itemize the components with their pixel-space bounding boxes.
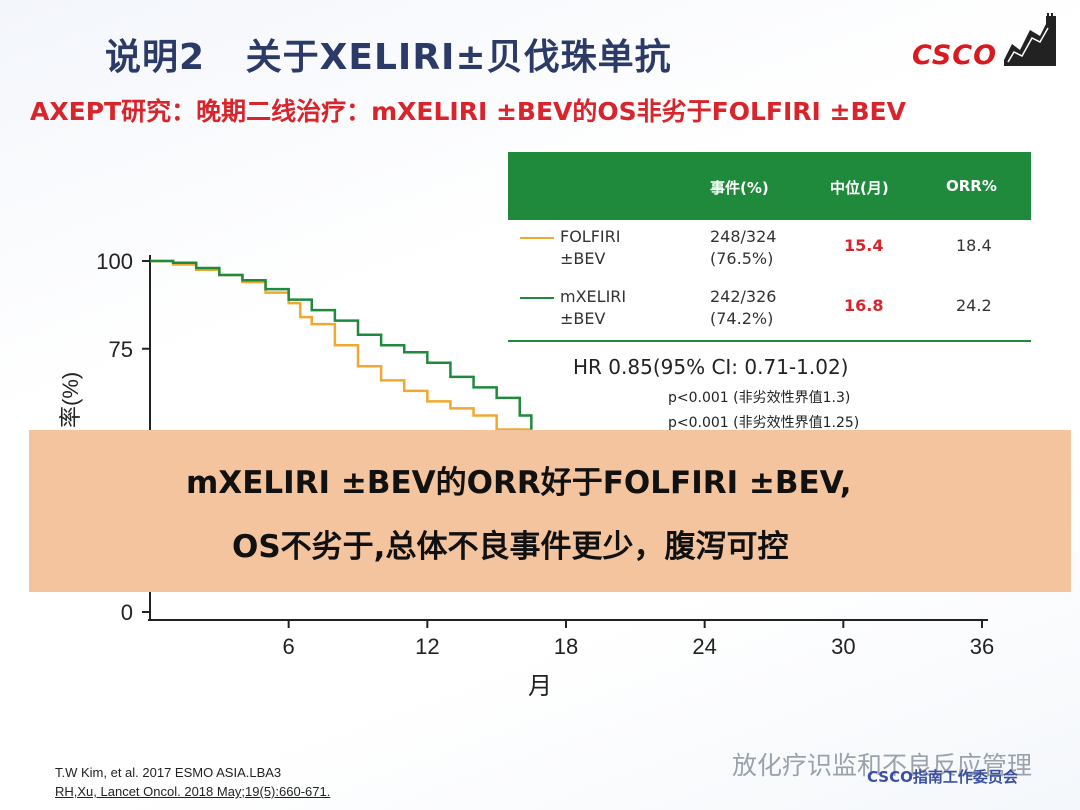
y-tick-label: 0 [121,600,133,625]
header-events: 事件(%) [710,179,769,197]
reference-1: T.W Kim, et al. 2017 ESMO ASIA.LBA3 [55,765,282,780]
header-orr: ORR% [946,177,997,195]
row-median: 15.4 [844,236,884,255]
row-orr: 18.4 [956,236,992,255]
header-median: 中位(月) [830,179,889,197]
row-name: mXELIRI ±BEV [560,286,626,330]
watermark-line2: CSCO指南工作委员会 [867,768,1018,786]
y-tick-label: 100 [96,249,133,274]
row-events: 242/326 (74.2%) [710,286,776,330]
legend-swatch-mxeliri [520,297,554,299]
x-tick-label: 12 [415,634,439,659]
table-row: mXELIRI ±BEV 242/326 (74.2%) 16.8 24.2 [508,280,1031,340]
legend-swatch-folfiri [520,237,554,239]
x-axis-label: 月 [528,672,552,700]
row-events: 248/324 (76.5%) [710,226,776,270]
watermark-line1: 放化疗识监和不良反应管理 [732,751,1033,780]
row-name: FOLFIRI ±BEV [560,226,620,270]
p-value-1: p<0.001 (非劣效性界值1.3) [668,390,851,406]
hazard-ratio: HR 0.85(95% CI: 0.71-1.02) [573,355,849,379]
row-name-line1: mXELIRI [560,287,627,306]
chart-series [150,259,533,441]
x-tick-label: 30 [831,634,855,659]
x-tick-label: 24 [692,634,716,659]
table-header: 事件(%) 中位(月) ORR% [508,152,1031,220]
chart-axes: 0 75 100 6 12 18 24 30 36 月 [96,249,994,700]
y-axis-label: 率(%) [58,372,83,428]
table-row: FOLFIRI ±BEV 248/324 (76.5%) 15.4 18.4 [508,220,1031,280]
page-subtitle: AXEPT研究：晚期二线治疗：mXELIRI ±BEV的OS非劣于FOLFIRI… [30,97,906,126]
x-tick-label: 36 [970,634,994,659]
x-tick-label: 18 [554,634,578,659]
reference-2: RH,Xu, Lancet Oncol. 2018 May;19(5):660-… [55,784,331,799]
logo-text: CSCO [912,40,998,71]
p-value-2: p<0.001 (非劣效性界值1.25) [668,415,860,431]
results-table: 事件(%) 中位(月) ORR% FOLFIRI ±BEV 248/324 (7… [508,152,1031,340]
table-bottom-rule [508,340,1031,342]
great-wall-icon [1004,13,1056,66]
y-tick-label: 75 [109,337,133,362]
row-name-line2: ±BEV [560,309,606,328]
conclusion-banner: mXELIRI ±BEV的ORR好于FOLFIRI ±BEV, OS不劣于,总体… [29,430,1071,592]
row-median: 16.8 [844,296,884,315]
km-curve-folfiri [150,259,533,441]
row-events-line2: (76.5%) [710,249,774,268]
km-curve-mxeliri [150,259,533,430]
banner-line2: OS不劣于,总体不良事件更少，腹泻可控 [232,529,789,565]
row-orr: 24.2 [956,296,992,315]
banner-line1: mXELIRI ±BEV的ORR好于FOLFIRI ±BEV, [186,465,852,501]
csco-logo: CSCO [912,10,1062,80]
row-events-line1: 242/326 [710,287,777,306]
row-name-line1: FOLFIRI [560,227,621,246]
row-events-line2: (74.2%) [710,309,774,328]
row-name-line2: ±BEV [560,249,606,268]
x-tick-label: 6 [283,634,295,659]
row-events-line1: 248/324 [710,227,777,246]
page-title: 说明2 关于XELIRI±贝伐珠单抗 [105,37,672,78]
